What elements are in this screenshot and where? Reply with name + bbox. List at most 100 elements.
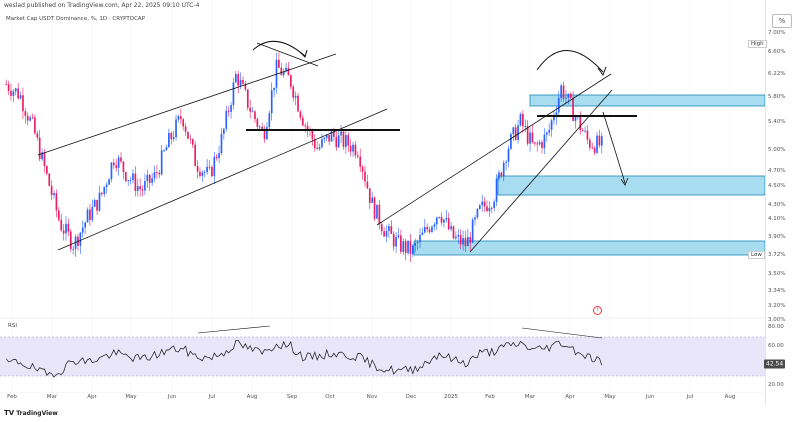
candle-body (297, 95, 299, 112)
candle-body (328, 134, 330, 142)
candle-body (96, 199, 98, 211)
percent-toggle[interactable]: % (772, 14, 792, 28)
candle-body (488, 207, 491, 212)
candle-body (184, 126, 187, 132)
candle-body (400, 235, 402, 252)
time-tick: Oct (325, 394, 335, 400)
candle-body (397, 235, 400, 237)
candle-body (392, 233, 395, 247)
candle-body (483, 201, 486, 207)
candle-body (69, 231, 72, 249)
candle-body (433, 224, 436, 227)
event-marker[interactable]: f (593, 306, 602, 315)
candle-body (136, 186, 139, 191)
candle-body (409, 240, 412, 255)
candle-body (368, 188, 371, 203)
candle-body (43, 152, 46, 167)
candle-body (591, 147, 594, 149)
candle-body (134, 173, 137, 191)
candle-body (524, 126, 527, 127)
candle-body (342, 131, 345, 147)
candle-body (445, 217, 448, 220)
candle-body (156, 172, 158, 173)
candle-body (316, 148, 318, 150)
candle-body (282, 71, 285, 76)
candle-body (41, 152, 43, 160)
candle-body (411, 245, 414, 255)
candle-body (270, 90, 273, 114)
candle-body (220, 133, 223, 154)
candle-body (290, 75, 292, 87)
candle-body (378, 204, 381, 225)
rsi-line (5, 339, 603, 378)
candle-body (478, 205, 481, 209)
tradingview-footer: TV TradingView (4, 409, 58, 417)
candle-body (177, 116, 180, 120)
candle-body (158, 172, 161, 175)
candle-body (476, 208, 479, 218)
candle-body (55, 193, 58, 211)
candle-body (304, 125, 307, 127)
candle-body (7, 84, 10, 91)
candle-body (124, 172, 127, 181)
candle-body (531, 132, 534, 143)
candle-body (522, 113, 524, 127)
candle-body (280, 67, 283, 76)
candle-body (234, 74, 237, 83)
candle-body (598, 135, 601, 146)
candle-body (569, 93, 572, 98)
candle-body (206, 166, 208, 172)
high-tag: High (748, 40, 767, 48)
candle-body (292, 86, 295, 98)
candle-body (213, 156, 216, 177)
candle-body (14, 88, 17, 92)
price-axis[interactable]: 7.00% 6.60% 6.22% 5.80% 5.40% 5.00% 4.70% 4.50%… (748, 0, 800, 405)
candle-body (5, 84, 8, 85)
candle-body (354, 144, 357, 156)
time-tick: Mar (524, 394, 536, 400)
candle-body (153, 172, 156, 179)
candle-body (172, 137, 175, 140)
candle-body (550, 120, 553, 130)
time-tick: Mar (46, 394, 58, 400)
candle-body (251, 111, 254, 113)
price-tick: 3.34% (768, 288, 786, 294)
candle-body (187, 131, 189, 139)
projection-arrow (602, 111, 626, 184)
time-tick: Jul (208, 394, 216, 400)
candle-body (227, 110, 230, 112)
candle-body (50, 185, 53, 196)
price-chart[interactable] (0, 0, 765, 393)
candle-body (122, 161, 125, 173)
price-tick: 4.10% (768, 216, 786, 222)
candle-body (201, 172, 204, 176)
candle-body (132, 173, 134, 181)
candle-body (321, 139, 323, 148)
candle-body (459, 234, 462, 245)
candle-body (101, 192, 103, 195)
candle-body (471, 219, 474, 243)
candle-body (510, 134, 512, 149)
candle-body (72, 248, 75, 250)
time-tick: Sep (286, 394, 298, 400)
arc-arrow-2 (536, 50, 604, 73)
candle-body (490, 207, 493, 209)
time-tick: Dec (405, 394, 417, 400)
candle-body (469, 237, 472, 243)
candle-body (543, 134, 546, 148)
publisher-header: weslad published on TradingView.com, Apr… (4, 2, 200, 9)
candle-body (533, 142, 536, 144)
candle-body (586, 130, 589, 140)
rsi-trendline-2 (521, 327, 603, 339)
candle-body (17, 88, 19, 99)
candle-body (502, 162, 505, 177)
candle-body (498, 172, 500, 179)
time-axis[interactable]: Feb Mar Apr May Jun Jul Aug Sep Oct Nov Dec 2025 Feb… (0, 393, 765, 405)
candle-body (443, 219, 445, 223)
candle-body (567, 93, 570, 98)
candle-body (103, 186, 106, 195)
candle-body (189, 138, 192, 140)
candle-body (232, 82, 235, 106)
arc-arrow-2-head (597, 66, 607, 77)
time-tick: Aug (246, 394, 258, 400)
